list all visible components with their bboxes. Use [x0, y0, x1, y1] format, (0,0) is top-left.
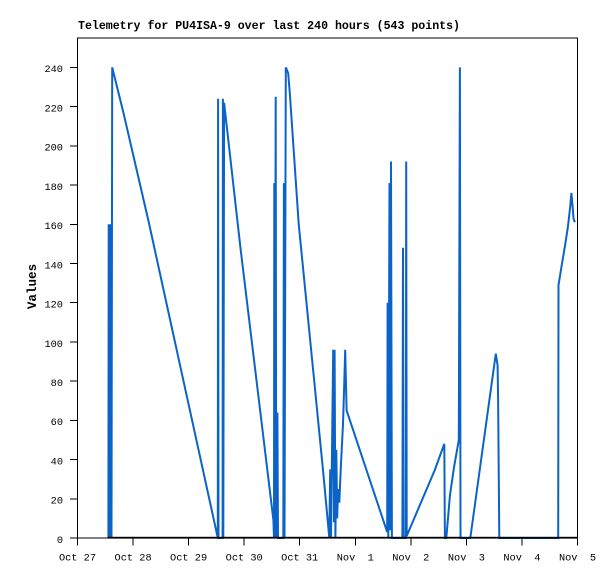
svg-text:40: 40 [51, 456, 63, 468]
svg-text:Oct 31: Oct 31 [281, 552, 318, 564]
svg-text:100: 100 [44, 339, 63, 351]
svg-text:200: 200 [44, 143, 63, 155]
svg-text:0: 0 [57, 535, 63, 547]
svg-text:Nov 1: Nov 1 [337, 552, 374, 564]
svg-text:160: 160 [44, 221, 63, 233]
svg-text:Nov 3: Nov 3 [448, 552, 485, 564]
svg-text:Oct 27: Oct 27 [59, 552, 96, 564]
svg-text:Values: Values [26, 264, 40, 309]
svg-text:Nov 2: Nov 2 [392, 552, 429, 564]
svg-text:80: 80 [51, 378, 63, 390]
svg-text:Telemetry for PU4ISA-9 over la: Telemetry for PU4ISA-9 over last 240 hou… [78, 20, 460, 33]
svg-text:180: 180 [44, 182, 63, 194]
svg-text:120: 120 [44, 300, 63, 312]
svg-text:140: 140 [44, 260, 63, 272]
svg-text:Oct 30: Oct 30 [226, 552, 263, 564]
svg-text:240: 240 [44, 64, 63, 76]
svg-text:Oct 29: Oct 29 [170, 552, 207, 564]
svg-text:Nov 5: Nov 5 [559, 552, 596, 564]
svg-text:Nov 4: Nov 4 [503, 552, 540, 564]
svg-text:220: 220 [44, 104, 63, 116]
svg-text:60: 60 [51, 417, 63, 429]
svg-text:Oct 28: Oct 28 [115, 552, 152, 564]
svg-text:20: 20 [51, 496, 63, 508]
